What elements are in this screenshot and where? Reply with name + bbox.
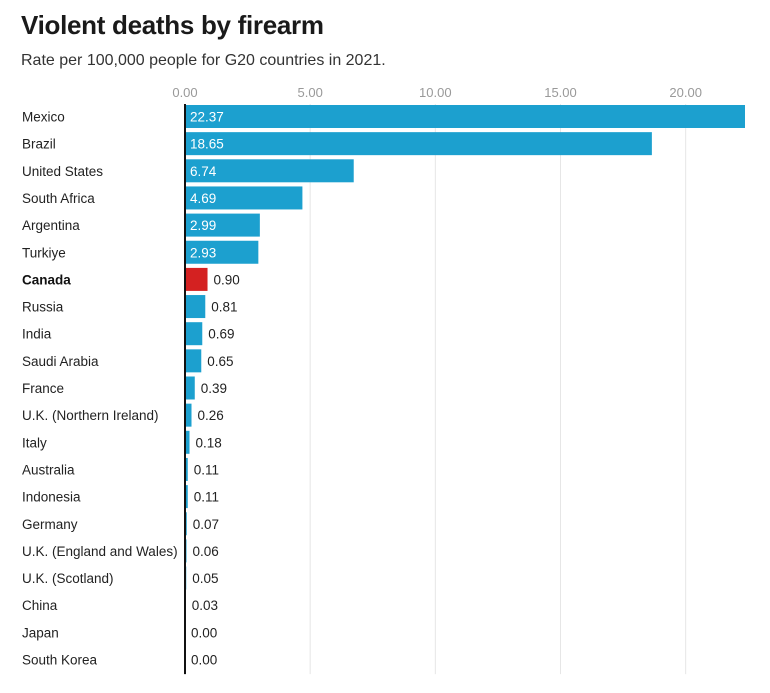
value-label: 0.03: [192, 598, 218, 613]
x-tick-label: 15.00: [544, 85, 577, 100]
value-label: 0.00: [191, 653, 217, 668]
bar: [185, 186, 303, 210]
value-label: 0.07: [193, 517, 219, 532]
x-tick-label: 0.00: [172, 85, 197, 100]
bar: [185, 295, 206, 319]
category-label: Italy: [22, 435, 47, 450]
bar: [185, 267, 208, 291]
category-label: Indonesia: [22, 490, 81, 505]
bar: [185, 457, 188, 481]
bar: [185, 485, 188, 509]
category-label: Russia: [22, 300, 64, 315]
value-label: 0.65: [207, 354, 233, 369]
bar: [185, 213, 260, 237]
category-label: U.K. (Northern Ireland): [22, 408, 159, 423]
category-label: Australia: [22, 462, 75, 477]
bar: [185, 132, 652, 156]
value-label: 2.99: [190, 218, 216, 233]
x-tick-label: 10.00: [419, 85, 452, 100]
category-label: Argentina: [22, 218, 80, 233]
value-label: 6.74: [190, 164, 217, 179]
category-label: Germany: [22, 517, 78, 532]
bar: [185, 240, 259, 264]
chart-subtitle: Rate per 100,000 people for G20 countrie…: [21, 52, 386, 69]
value-label: 0.18: [196, 435, 222, 450]
value-label: 0.26: [198, 408, 224, 423]
category-label: U.K. (Scotland): [22, 571, 114, 586]
value-label: 0.11: [194, 490, 219, 505]
value-label: 0.00: [191, 625, 217, 640]
value-label: 4.69: [190, 191, 216, 206]
bar: [185, 403, 192, 427]
category-label: U.K. (England and Wales): [22, 544, 178, 559]
category-label: Turkiye: [22, 245, 66, 260]
bar: [185, 430, 190, 454]
value-label: 0.11: [194, 462, 219, 477]
value-label: 0.90: [214, 272, 240, 287]
value-label: 18.65: [190, 137, 224, 152]
x-tick-label: 20.00: [669, 85, 702, 100]
value-label: 0.39: [201, 381, 227, 396]
value-label: 0.05: [192, 571, 218, 586]
category-label: Mexico: [22, 110, 65, 125]
value-label: 22.37: [190, 110, 224, 125]
bar: [185, 376, 195, 400]
category-label: China: [22, 598, 58, 613]
category-label: France: [22, 381, 64, 396]
value-label: 0.69: [208, 327, 234, 342]
category-label: Canada: [22, 272, 71, 287]
bar: [185, 105, 745, 128]
category-label: Saudi Arabia: [22, 354, 99, 369]
x-tick-label: 5.00: [298, 85, 323, 100]
category-label: South Korea: [22, 653, 98, 668]
value-label: 2.93: [190, 245, 216, 260]
category-label: Brazil: [22, 137, 56, 152]
value-label: 0.06: [193, 544, 219, 559]
category-label: Japan: [22, 625, 59, 640]
bar: [185, 159, 354, 183]
category-label: India: [22, 327, 52, 342]
category-label: United States: [22, 164, 103, 179]
bar: [185, 349, 202, 373]
value-label: 0.81: [211, 300, 237, 315]
category-label: South Africa: [22, 191, 95, 206]
bar: [185, 322, 203, 346]
chart-title: Violent deaths by firearm: [21, 10, 324, 40]
